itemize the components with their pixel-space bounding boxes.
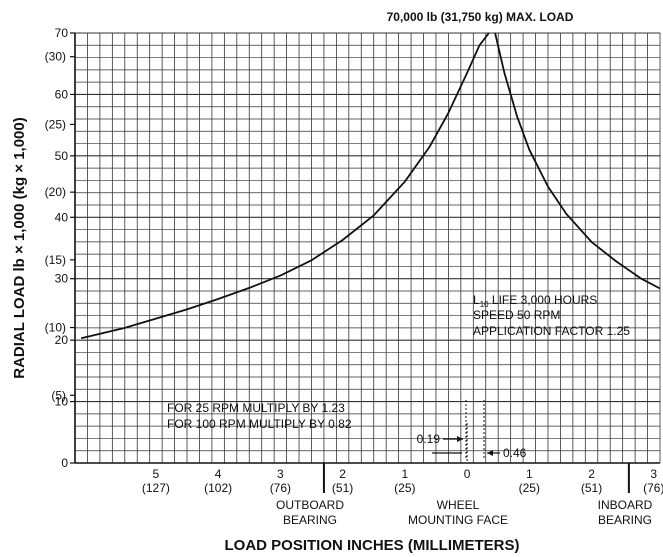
chart-axes	[74, 33, 660, 464]
offset-046-arrowhead	[487, 450, 493, 456]
x-tick-label: 4	[215, 467, 222, 481]
y-tick-label: (30)	[45, 50, 66, 64]
y-tick-label: (25)	[45, 117, 66, 131]
y-tick-label: 50	[55, 149, 69, 163]
multiply-100-label: FOR 100 RPM MULTIPLY BY 0.82	[167, 417, 352, 431]
multiply-25-label: FOR 25 RPM MULTIPLY BY 1.23	[167, 401, 345, 415]
l10-subscript: 10	[480, 300, 489, 309]
y-tick-label: (20)	[45, 185, 66, 199]
offset-019-label: 0.19	[417, 432, 441, 446]
y-tick-label: 20	[55, 333, 69, 347]
outboard-bearing-label-line2: BEARING	[283, 513, 337, 527]
x-tick-label: 2	[588, 467, 595, 481]
x-tick-sublabel: (76)	[643, 481, 663, 495]
x-tick-sublabel: (76)	[270, 481, 291, 495]
y-tick-labels: 70 (30) 60 (25) 50 (20) 40 (15) 30 (10)20 (5)10 0	[45, 26, 75, 470]
y-tick-label: 10	[55, 395, 69, 409]
x-tick-labels: 5(127)4(102)3(76)2(51)1(25)0 1(25)2(51)3(…	[142, 467, 663, 495]
rpm-multiplier-annotation: FOR 25 RPM MULTIPLY BY 1.23 FOR 100 RPM …	[167, 401, 352, 431]
y-tick-label: 40	[55, 210, 69, 224]
x-tick-sublabel: (51)	[581, 481, 602, 495]
y-tick-label: (5)	[51, 388, 66, 402]
x-tick-sublabel: (102)	[204, 481, 232, 495]
x-tick-label: 3	[277, 467, 284, 481]
y-axis-label: RADIAL LOAD lb × 1,000 (kg × 1,000)	[11, 117, 28, 378]
load-curve-1	[80, 32, 490, 340]
y-tick-label: (15)	[45, 253, 66, 267]
wheel-mounting-face-label-line2: MOUNTING FACE	[408, 513, 508, 527]
inboard-bearing-label-line1: INBOARD	[598, 498, 653, 512]
outboard-bearing-label-line1: OUTBOARD	[276, 498, 344, 512]
x-tick-sublabel: (51)	[332, 481, 353, 495]
x-tick-label: 5	[153, 467, 160, 481]
load-curve-2	[494, 32, 661, 290]
x-tick-label: 2	[339, 467, 346, 481]
wheel-mounting-face-label-line1: WHEEL	[437, 498, 480, 512]
life-hours: LIFE 3,000 HOURS	[489, 293, 598, 307]
y-tick-label: 60	[55, 87, 69, 101]
x-tick-sublabel: (25)	[394, 481, 415, 495]
x-axis-label: LOAD POSITION INCHES (MILLIMETERS)	[225, 537, 520, 554]
x-tick-label: 0	[464, 467, 471, 481]
offset-annotation: 0.19 0.46	[417, 400, 527, 460]
x-tick-label: 1	[526, 467, 533, 481]
life-annotation: L10 LIFE 3,000 HOURS SPEED 50 RPM APPLIC…	[473, 293, 630, 338]
l10-label: L	[473, 293, 480, 307]
chart-title: 70,000 lb (31,750 kg) MAX. LOAD	[387, 10, 574, 24]
inboard-bearing-label-line2: BEARING	[598, 513, 652, 527]
chart-grid	[74, 32, 661, 464]
x-tick-sublabel: (25)	[519, 481, 540, 495]
y-tick-label: (10)	[45, 321, 66, 335]
bearing-markers	[322, 423, 630, 493]
svg-text:L10 LIFE 3,000 HOURS: L10 LIFE 3,000 HOURS	[473, 293, 597, 309]
x-tick-label: 3	[650, 467, 657, 481]
offset-046-label: 0.46	[503, 446, 527, 460]
application-factor-label: APPLICATION FACTOR 1.25	[473, 324, 630, 338]
x-tick-label: 1	[401, 467, 408, 481]
y-tick-label: 30	[55, 272, 69, 286]
offset-019-arrowhead	[457, 436, 463, 442]
y-tick-label: 70	[55, 26, 69, 40]
load-curves	[80, 32, 661, 340]
x-tick-sublabel: (127)	[142, 481, 170, 495]
speed-label: SPEED 50 RPM	[473, 308, 560, 322]
y-tick-label: 0	[61, 456, 68, 470]
